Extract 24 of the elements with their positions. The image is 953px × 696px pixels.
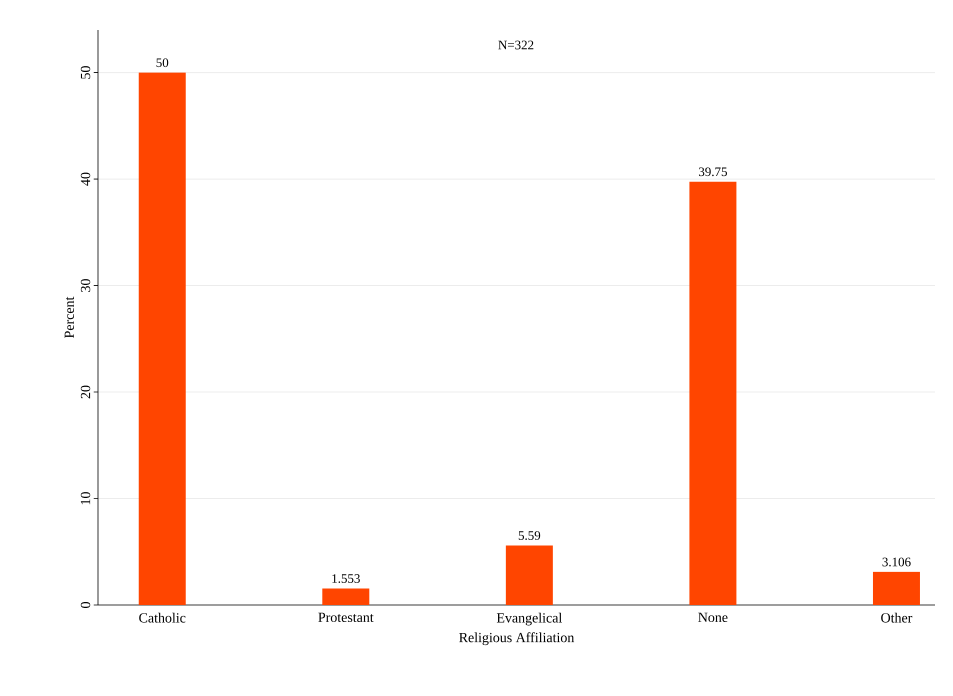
data-label: 50	[156, 58, 168, 68]
bar	[689, 182, 736, 605]
y-tick-label: 20	[80, 386, 90, 398]
bar	[872, 572, 920, 605]
x-tick-label: Evangelical	[496, 612, 562, 626]
y-tick-label: 40	[80, 172, 90, 186]
data-label: 1.553	[332, 574, 360, 583]
y-axis-title: Percent	[64, 296, 74, 338]
bar	[138, 72, 186, 605]
x-tick-label: Other	[881, 612, 912, 623]
data-label: 3.106	[882, 558, 911, 566]
y-tick-label: 0	[80, 602, 90, 608]
x-tick-label: Catholic	[139, 612, 186, 623]
y-tick-label: 30	[80, 279, 90, 292]
text: N=322	[498, 40, 534, 50]
y-tick-label: 10	[80, 492, 90, 504]
x-tick-label: Protestant	[318, 612, 374, 622]
bar	[506, 545, 553, 605]
bar	[322, 588, 370, 605]
y-tick-label: 50	[80, 66, 90, 79]
data-label: 39.75	[698, 167, 727, 176]
x-axis-title: Religious Affiliation	[459, 632, 574, 646]
x-tick-label: None	[698, 612, 728, 622]
data-label: 5.59	[518, 531, 540, 540]
